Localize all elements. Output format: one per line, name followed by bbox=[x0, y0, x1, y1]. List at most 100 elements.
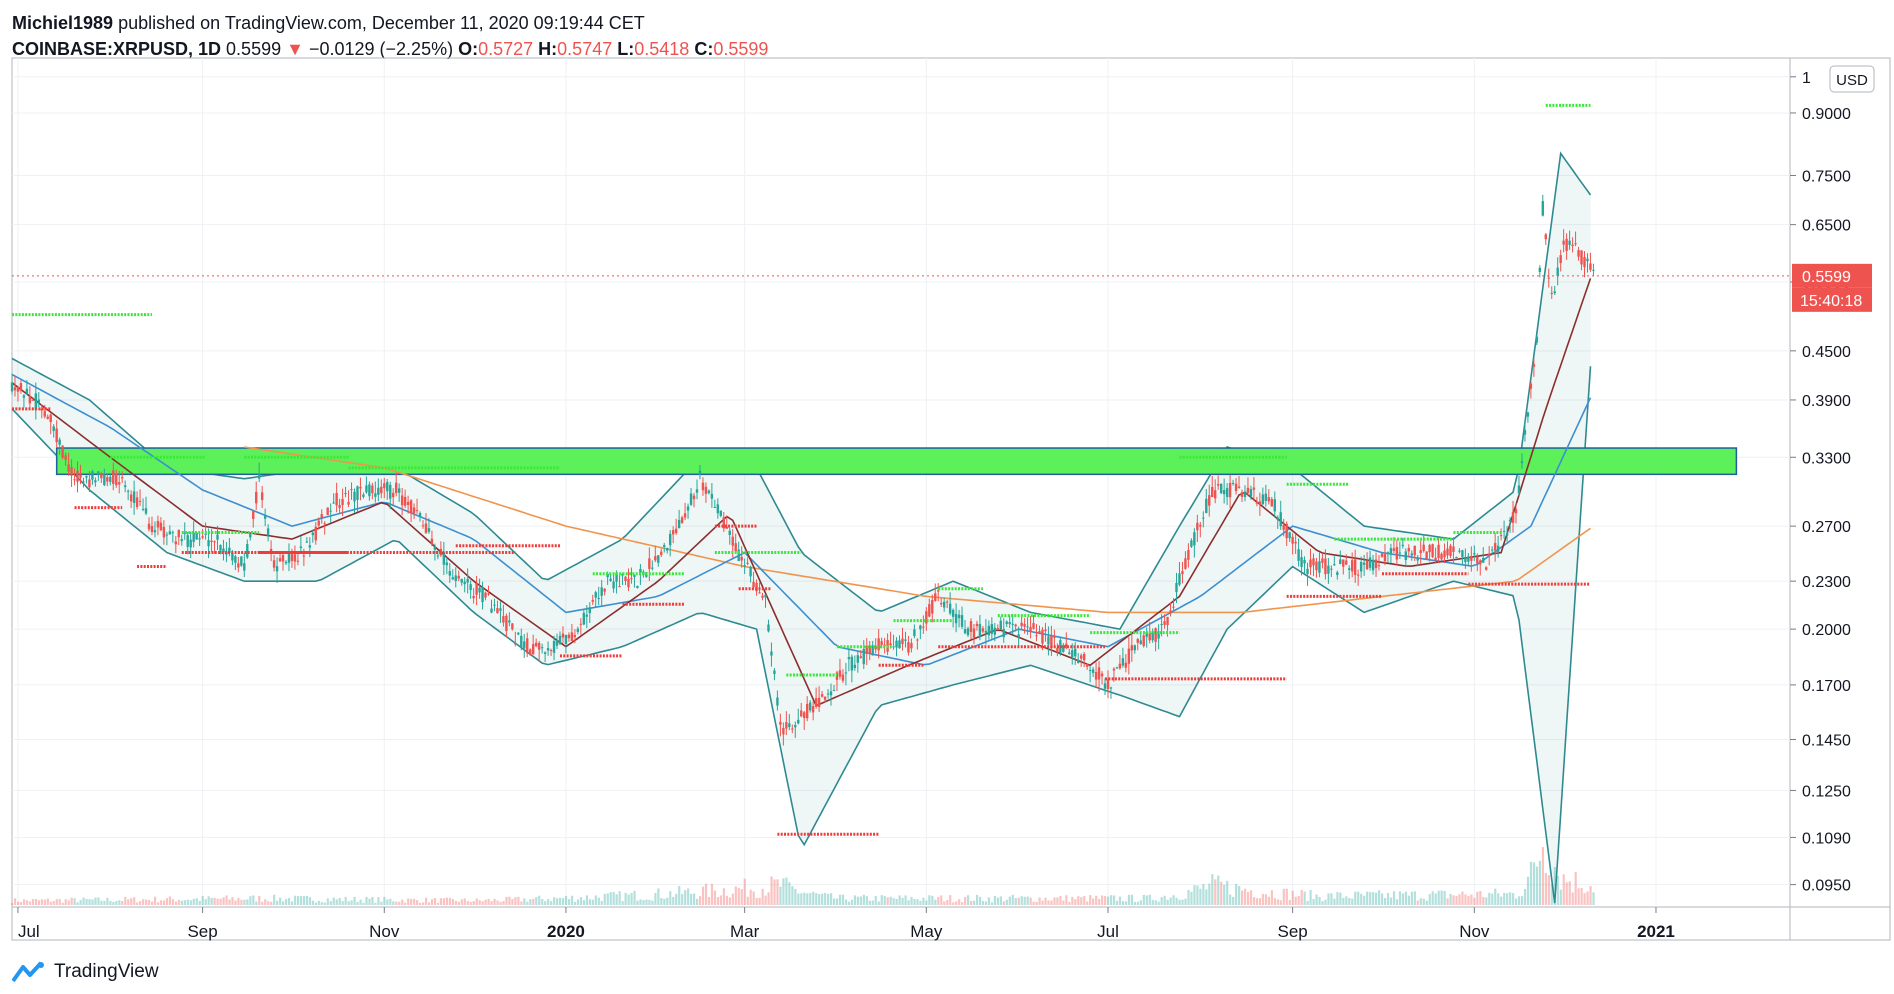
candle-body bbox=[1294, 541, 1297, 544]
candle-body bbox=[776, 697, 779, 706]
candle-body bbox=[460, 578, 463, 583]
price-tick-label: 0.6500 bbox=[1802, 218, 1851, 235]
volume-bar bbox=[1199, 888, 1202, 905]
volume-bar bbox=[73, 898, 76, 905]
volume-bar bbox=[1312, 899, 1315, 905]
candle-body bbox=[1208, 495, 1211, 506]
candle-body bbox=[725, 526, 728, 529]
candle-body bbox=[942, 601, 946, 608]
open-label: O: bbox=[458, 39, 479, 59]
tradingview-logo-icon[interactable] bbox=[12, 961, 46, 983]
candle-body bbox=[579, 623, 583, 625]
volume-bar bbox=[1517, 896, 1521, 905]
candle-body bbox=[287, 552, 291, 563]
volume-bar bbox=[1321, 901, 1324, 905]
candle-body bbox=[695, 489, 699, 493]
candle-body bbox=[329, 510, 332, 512]
volume-bar bbox=[127, 899, 130, 905]
volume-bar bbox=[100, 900, 103, 905]
volume-bar bbox=[684, 890, 687, 905]
volume-bar bbox=[961, 902, 964, 905]
tradingview-brand[interactable]: TradingView bbox=[54, 961, 159, 982]
candle-body bbox=[582, 612, 586, 625]
volume-bar bbox=[121, 901, 124, 905]
volume-bar bbox=[946, 899, 949, 905]
volume-bar bbox=[1038, 897, 1041, 905]
volume-bar bbox=[868, 900, 871, 905]
candle-body bbox=[722, 517, 725, 529]
volume-bar bbox=[142, 899, 145, 905]
candle-body bbox=[1163, 621, 1166, 625]
candle-body bbox=[844, 672, 848, 674]
candle-body bbox=[1187, 549, 1190, 560]
volume-bar bbox=[210, 897, 213, 905]
volume-bar bbox=[1547, 875, 1550, 905]
volume-bar bbox=[475, 898, 478, 905]
volume-bar bbox=[1115, 900, 1119, 905]
volume-bar bbox=[252, 895, 255, 905]
candle-body bbox=[907, 642, 910, 653]
volume-bar bbox=[1571, 892, 1574, 905]
candle-body bbox=[1199, 524, 1202, 527]
volume-bar bbox=[1193, 885, 1196, 905]
candle-body bbox=[1225, 488, 1229, 497]
candle-body bbox=[832, 689, 836, 691]
candle-body bbox=[1419, 550, 1422, 554]
volume-bar bbox=[889, 896, 892, 905]
currency-button[interactable] bbox=[1829, 65, 1875, 93]
candle-body bbox=[1273, 499, 1276, 512]
volume-bar bbox=[350, 900, 353, 905]
candle-body bbox=[791, 728, 794, 730]
candle-body bbox=[660, 551, 663, 555]
volume-bar bbox=[1279, 900, 1282, 905]
volume-bar bbox=[395, 901, 398, 905]
candle-body bbox=[546, 648, 550, 651]
candle-body bbox=[719, 510, 723, 516]
volume-bar bbox=[1324, 899, 1327, 905]
volume-bar bbox=[1118, 896, 1122, 905]
volume-bar bbox=[1011, 894, 1014, 905]
candle-body bbox=[600, 587, 603, 596]
volume-bar bbox=[1580, 888, 1583, 905]
volume-bar bbox=[505, 896, 508, 905]
volume-bar bbox=[695, 898, 699, 905]
candle-body bbox=[156, 520, 160, 528]
volume-bar bbox=[1264, 894, 1268, 905]
volume-bar bbox=[1354, 891, 1357, 905]
author-name[interactable]: Michiel1989 bbox=[12, 13, 114, 33]
candle-body bbox=[1538, 267, 1542, 273]
volume-bar bbox=[293, 895, 297, 905]
candle-body bbox=[880, 641, 883, 645]
candle-body bbox=[1255, 501, 1259, 504]
volume-bar bbox=[934, 899, 937, 905]
volume-bar bbox=[136, 902, 139, 905]
candle-body bbox=[1035, 635, 1038, 637]
volume-bar bbox=[139, 901, 142, 905]
candle-body bbox=[1348, 568, 1351, 570]
volume-bar bbox=[264, 899, 267, 905]
candle-body bbox=[1032, 623, 1035, 629]
candle-body bbox=[1571, 244, 1574, 247]
candle-body bbox=[957, 614, 961, 619]
volume-bar bbox=[204, 899, 207, 905]
candle-body bbox=[305, 541, 309, 543]
volume-bar bbox=[541, 898, 544, 905]
candle-body bbox=[1407, 548, 1410, 552]
volume-bar bbox=[547, 899, 550, 905]
volume-bar bbox=[600, 900, 603, 905]
candle-body bbox=[103, 473, 106, 486]
volume-bar bbox=[466, 901, 469, 905]
volume-bar bbox=[1333, 898, 1336, 905]
volume-bar bbox=[168, 896, 172, 905]
candle-body bbox=[204, 533, 207, 535]
volume-bar bbox=[1434, 893, 1437, 905]
volume-bar bbox=[1497, 893, 1500, 905]
volume-bar bbox=[374, 902, 377, 905]
volume-bar bbox=[532, 898, 535, 905]
candle-body bbox=[1252, 487, 1256, 490]
candle-body bbox=[534, 642, 538, 647]
candle-body bbox=[987, 625, 991, 636]
volume-bar bbox=[1565, 882, 1568, 905]
volume-bar bbox=[701, 886, 705, 905]
